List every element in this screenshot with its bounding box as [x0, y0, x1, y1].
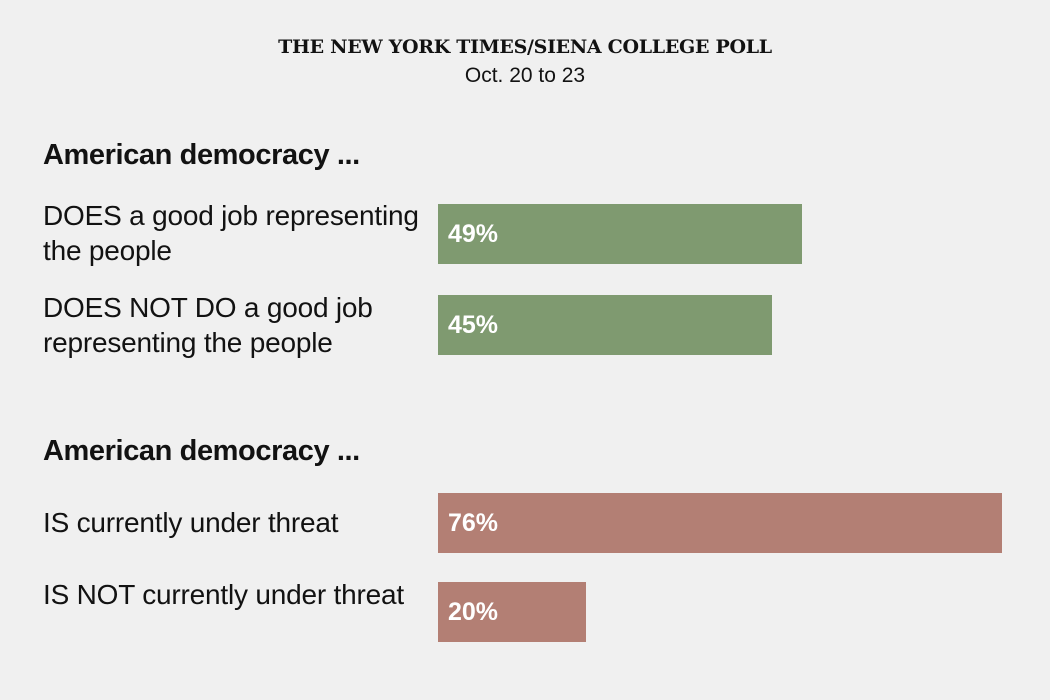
bar-value-label: 20%	[448, 597, 499, 626]
bar-value-label: 45%	[448, 310, 499, 339]
bar-does-not-good-job: 45%	[438, 295, 772, 355]
row-label-does-good-job: DOES a good job representing the people	[43, 200, 419, 266]
chart-header: THE NEW YORK TIMES/SIENA COLLEGE POLL Oc…	[0, 33, 1050, 90]
group-heading-1: American democracy ...	[43, 139, 360, 171]
bar-under-threat: 76%	[438, 493, 1002, 553]
bar-does-good-job: 49%	[438, 204, 802, 264]
row-label-under-threat: IS currently under threat	[43, 507, 339, 538]
bar-value-label: 49%	[448, 219, 499, 248]
chart-title: THE NEW YORK TIMES/SIENA COLLEGE POLL	[278, 36, 772, 58]
row-label-not-under-threat: IS NOT currently under threat	[43, 579, 404, 610]
group-heading-2: American democracy ...	[43, 435, 360, 467]
bar-value-label: 76%	[448, 508, 499, 537]
chart-subtitle: Oct. 20 to 23	[464, 64, 586, 87]
bar-not-under-threat: 20%	[438, 582, 587, 642]
row-label-does-not-good-job: DOES NOT DO a good job representing the …	[43, 292, 373, 358]
